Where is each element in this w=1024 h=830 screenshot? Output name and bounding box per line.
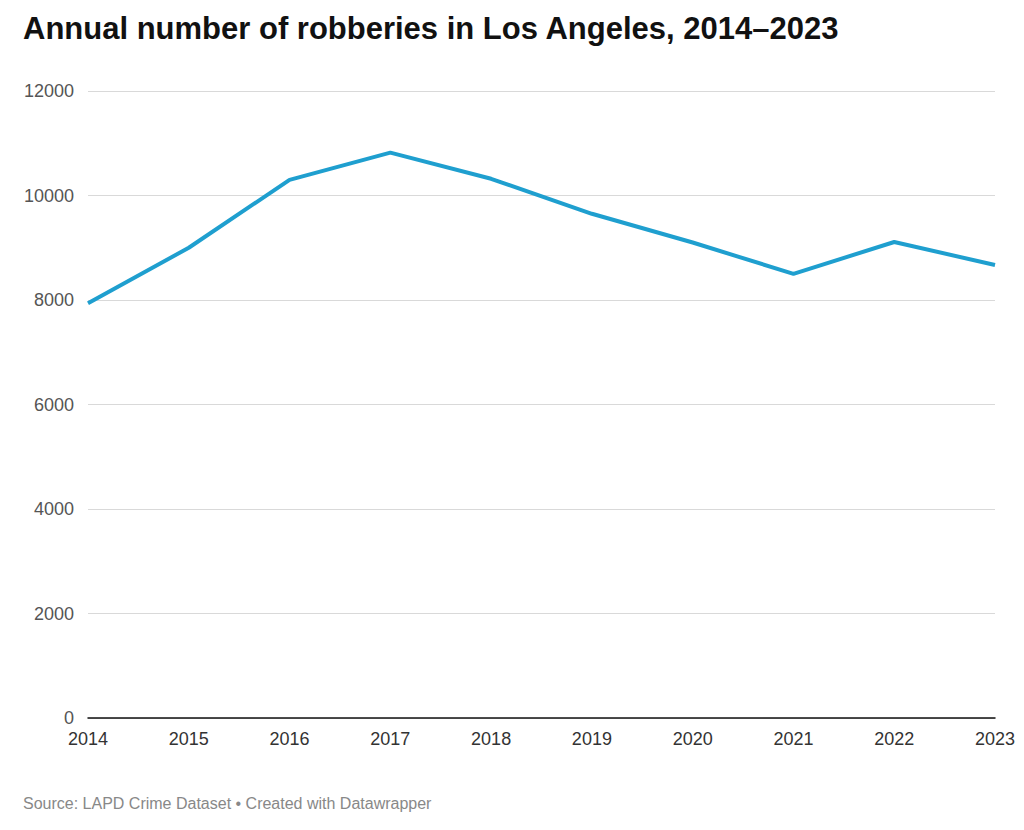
svg-text:2018: 2018 — [471, 729, 511, 749]
svg-text:Source: LAPD Crime Dataset • C: Source: LAPD Crime Dataset • Created wit… — [23, 795, 432, 812]
svg-text:2000: 2000 — [34, 604, 74, 624]
svg-text:6000: 6000 — [34, 395, 74, 415]
svg-text:8000: 8000 — [34, 290, 74, 310]
svg-text:2021: 2021 — [773, 729, 813, 749]
svg-text:2019: 2019 — [572, 729, 612, 749]
svg-text:10000: 10000 — [24, 186, 74, 206]
svg-text:2022: 2022 — [874, 729, 914, 749]
svg-text:12000: 12000 — [24, 81, 74, 101]
svg-text:Annual number of robberies in: Annual number of robberies in Los Angele… — [23, 11, 838, 46]
svg-text:2014: 2014 — [68, 729, 108, 749]
svg-text:0: 0 — [64, 708, 74, 728]
svg-text:2017: 2017 — [370, 729, 410, 749]
svg-text:4000: 4000 — [34, 499, 74, 519]
svg-text:2023: 2023 — [975, 729, 1015, 749]
svg-text:2016: 2016 — [270, 729, 310, 749]
svg-text:2015: 2015 — [169, 729, 209, 749]
svg-text:2020: 2020 — [673, 729, 713, 749]
